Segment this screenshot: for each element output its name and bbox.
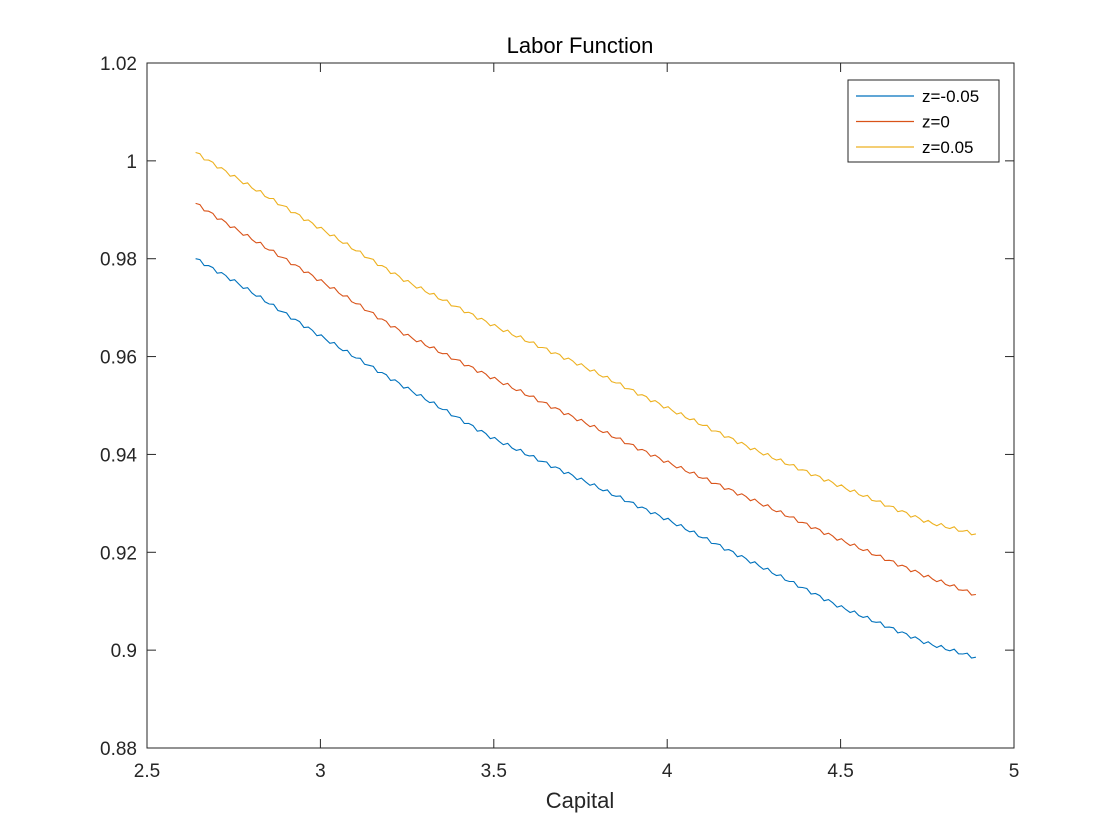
y-tick-label: 0.88 [100, 739, 137, 760]
chart-title: Labor Function [507, 33, 654, 58]
y-tick-label: 1.02 [100, 54, 137, 75]
y-tick-label: 0.98 [100, 250, 137, 271]
y-tick-label: 0.96 [100, 348, 137, 369]
y-tick-label: 0.92 [100, 543, 137, 564]
y-tick-label: 0.9 [111, 641, 137, 662]
x-tick-label: 4.5 [827, 761, 853, 782]
y-tick-label: 1 [126, 152, 137, 173]
x-tick-label: 4 [662, 761, 673, 782]
legend: z=-0.05 z=0 z=0.05 [847, 79, 1000, 163]
x-axis-title: Capital [546, 788, 614, 813]
plot-area: 2.5 3 3.5 4 4.5 5 0.88 0.9 0.92 0.94 0.96 0.98 1 1.02 [100, 54, 1019, 782]
axes-box [146, 62, 1015, 749]
series-line-z=-0.05 [195, 258, 976, 659]
x-tick-label: 3.5 [481, 761, 507, 782]
y-tick-label: 0.94 [100, 445, 137, 466]
x-tick-label: 3 [315, 761, 326, 782]
legend-label: z=0.05 [922, 138, 974, 157]
x-tick-label: 5 [1009, 761, 1020, 782]
series-line-z=0.05 [195, 151, 977, 536]
legend-label: z=-0.05 [922, 87, 979, 106]
series-line-z=0 [195, 202, 976, 596]
x-tick-label: 2.5 [134, 761, 160, 782]
legend-label: z=0 [922, 113, 950, 132]
